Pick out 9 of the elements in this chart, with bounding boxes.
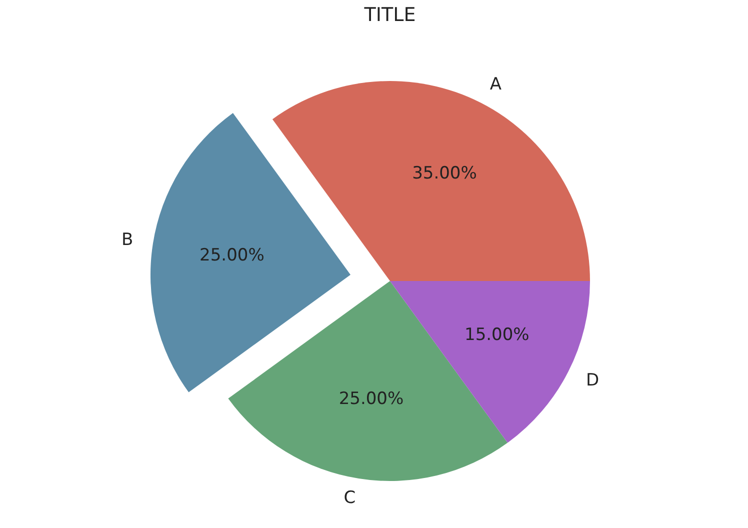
slice-label: A (490, 74, 502, 95)
chart-title: TITLE (363, 4, 416, 26)
data-label: 15.00% (464, 325, 530, 346)
slice-label: B (122, 230, 134, 250)
data-label: 25.00% (200, 246, 264, 266)
slice-label: D (586, 370, 600, 391)
slice-label: C (344, 488, 356, 508)
data-label: 25.00% (338, 389, 404, 410)
data-label: 35.00% (412, 164, 477, 184)
